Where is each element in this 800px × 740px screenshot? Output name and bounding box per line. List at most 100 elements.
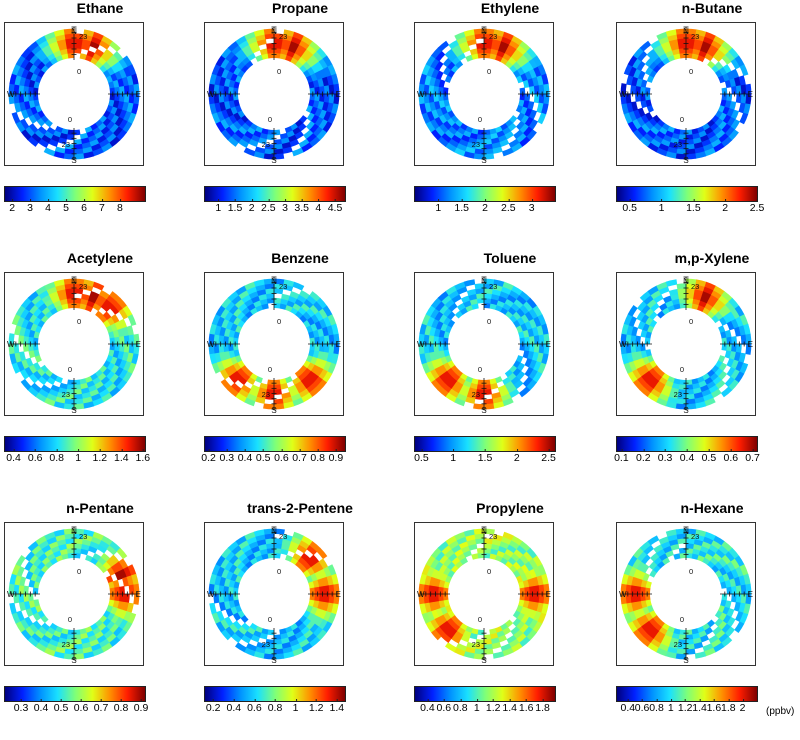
heat-cell: [209, 602, 217, 615]
heat-cell: [529, 594, 535, 603]
heat-cell: [437, 290, 450, 302]
heat-cell: [237, 125, 248, 136]
heat-cell: [44, 281, 57, 291]
colorbar-tick-label: 1.2: [677, 699, 693, 714]
heat-cell: [9, 573, 17, 585]
heat-cell: [327, 64, 337, 77]
colorbar: 0.4 0.6 0.8 1 1.2 1.4 1.6: [4, 436, 150, 472]
west-label: W: [7, 90, 15, 99]
heat-cell: [18, 601, 26, 612]
heat-cell: [450, 384, 462, 394]
colorbar-tick-label: 0.6: [634, 699, 650, 714]
heat-cell: [695, 29, 707, 37]
heat-cell: [714, 610, 723, 619]
heat-cell: [522, 100, 530, 109]
heat-cell: [446, 117, 456, 127]
heat-cell: [81, 43, 91, 51]
heat-cell: [729, 101, 737, 111]
heat-cell: [236, 61, 246, 70]
heat-cell: [80, 137, 90, 145]
heat-cell: [292, 302, 302, 312]
heat-cell: [447, 110, 455, 119]
heat-cell: [421, 563, 431, 576]
heat-cell: [672, 378, 681, 385]
heat-cell: [640, 304, 651, 315]
heat-cell: [314, 570, 323, 581]
heat-cell: [473, 153, 484, 160]
compass-axes: [622, 276, 750, 410]
heat-cell: [637, 357, 646, 368]
heat-cell: [319, 86, 325, 95]
heat-cell: [102, 618, 112, 627]
heat-cell: [289, 389, 300, 398]
heat-cell: [223, 327, 231, 337]
heat-cell: [645, 99, 652, 107]
polar-panel: Toluene N 23 0 0 23 S E W 0.5 1 1.5 2 2.5: [410, 250, 610, 490]
heat-cell: [721, 337, 728, 345]
heat-cell: [25, 550, 36, 562]
heat-cell: [704, 52, 714, 62]
heat-cell: [259, 382, 268, 390]
heat-cell: [89, 639, 100, 648]
heat-cell: [131, 573, 139, 586]
heat-cell: [625, 93, 632, 104]
heat-cell: [109, 304, 120, 315]
heat-cell: [524, 561, 534, 572]
heat-cell: [658, 552, 668, 561]
heat-cell: [644, 587, 651, 594]
heat-cell: [267, 629, 274, 636]
heat-cell: [650, 39, 662, 50]
panel-title: Benzene: [271, 250, 329, 266]
heat-cell: [220, 68, 230, 79]
heat-cell: [25, 320, 34, 330]
heat-cell: [25, 570, 34, 580]
heat-cell: [426, 65, 435, 77]
heat-cell: [498, 45, 508, 54]
heat-cell: [112, 329, 120, 339]
hour-0-top-label: 0: [77, 567, 81, 576]
hour-0-bottom-label: 0: [268, 365, 272, 374]
heat-cell: [510, 142, 523, 153]
heat-cell: [18, 334, 25, 344]
heat-cell: [637, 50, 648, 62]
colorbar-tick-label: 3.5: [294, 199, 309, 214]
heat-cell: [208, 343, 215, 355]
heat-cell: [235, 35, 248, 46]
heat-cell: [105, 620, 116, 631]
heat-cell: [90, 623, 99, 631]
heat-cell: [14, 324, 22, 336]
hour-0-top-label: 0: [487, 67, 491, 76]
heat-cell: [74, 278, 85, 285]
heat-cell: [728, 379, 739, 391]
heat-cell: [48, 540, 59, 549]
heat-cell: [448, 302, 458, 312]
heat-cell: [516, 295, 528, 306]
heat-cell: [483, 139, 492, 145]
heat-cell: [309, 304, 320, 315]
heat-cell: [18, 584, 25, 594]
heat-cell: [280, 637, 290, 645]
heat-cell: [28, 79, 36, 88]
heat-cell: [533, 585, 540, 595]
heat-cell: [265, 538, 275, 545]
heat-cell: [649, 625, 660, 636]
heat-cell: [318, 308, 329, 320]
heat-cell: [714, 311, 724, 321]
heat-cell: [30, 382, 42, 393]
heat-cell: [647, 392, 659, 403]
heat-cell: [53, 529, 66, 537]
heat-cell: [441, 294, 452, 305]
heat-cell: [24, 616, 34, 627]
heat-cell: [437, 593, 444, 602]
heat-cell: [328, 94, 335, 105]
heat-cell: [46, 36, 58, 45]
heat-cell: [493, 279, 505, 287]
panel-title: Ethane: [76, 0, 124, 16]
heat-cell: [314, 108, 323, 118]
heat-cell: [312, 126, 323, 138]
heat-cell: [489, 128, 497, 135]
heat-cell: [224, 560, 234, 572]
heat-cell: [230, 572, 238, 582]
heat-cell: [528, 119, 538, 131]
heat-cell: [231, 44, 242, 55]
